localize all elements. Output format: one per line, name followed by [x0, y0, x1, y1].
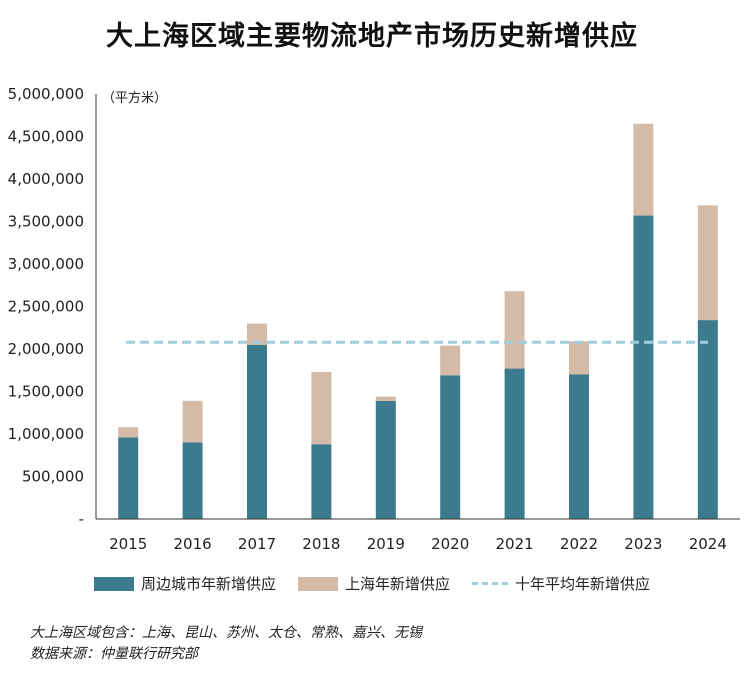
bar-regional — [118, 437, 139, 519]
bar-shanghai — [375, 396, 396, 401]
footnotes: 大上海区域包含：上海、昆山、苏州、太仓、常熟、嘉兴、无锡 数据来源：仲量联行研究… — [30, 623, 422, 665]
bar-regional — [504, 368, 525, 519]
bars — [118, 123, 718, 520]
bar-regional — [569, 374, 589, 519]
x-axis: 2015 2016 2017 2018 2019 2020 2021 2022 2023 2024 — [96, 518, 740, 553]
bar-shanghai — [633, 123, 654, 216]
bar-shanghai — [440, 345, 461, 376]
y-tick-label: 2,000,000 — [8, 340, 84, 358]
legend-swatch-regional — [93, 576, 134, 591]
bar-regional — [247, 344, 267, 519]
x-tick-label: 2016 — [174, 535, 212, 553]
legend-swatch-shanghai — [297, 576, 338, 591]
bar-shanghai — [697, 205, 718, 321]
legend-swatch-average — [472, 582, 508, 585]
y-tick-label: 4,500,000 — [8, 128, 84, 146]
y-tick-label: 1,000,000 — [8, 425, 84, 443]
bar-shanghai — [118, 427, 139, 438]
y-tick-label: 1,500,000 — [8, 383, 84, 401]
x-tick-label: 2023 — [624, 535, 662, 553]
legend-label-regional: 周边城市年新增供应 — [140, 575, 276, 593]
legend-item-shanghai: 上海年新增供应 — [297, 573, 450, 594]
x-tick-label: 2024 — [689, 535, 727, 553]
bar-shanghai — [569, 341, 589, 375]
bar-regional — [311, 444, 332, 519]
y-tick-label: 3,500,000 — [8, 213, 84, 231]
footnote-source: 数据来源：仲量联行研究部 — [30, 646, 198, 662]
chart-title: 大上海区域主要物流地产市场历史新增供应 — [106, 21, 638, 52]
legend-item-average: 十年平均年新增供应 — [472, 573, 650, 594]
legend-item-regional: 周边城市年新增供应 — [93, 573, 276, 594]
bar-regional — [633, 215, 654, 520]
x-tick-label: 2019 — [367, 535, 405, 553]
x-tick-label: 2022 — [560, 535, 598, 553]
y-tick-label: 4,000,000 — [8, 170, 84, 188]
bar-shanghai — [504, 291, 525, 369]
x-tick-label: 2017 — [238, 535, 276, 553]
bar-shanghai — [247, 323, 267, 345]
x-tick-label: 2021 — [496, 535, 534, 553]
y-tick-label: 500,000 — [22, 468, 84, 486]
x-tick-label: 2020 — [431, 535, 469, 553]
bar-regional — [182, 442, 203, 519]
y-unit-label: （平方米） — [102, 90, 167, 106]
y-axis: - 500,000 1,000,000 1,500,000 2,000,000 2,500… — [8, 85, 167, 528]
bar-shanghai — [311, 371, 332, 445]
legend-label-average: 十年平均年新增供应 — [515, 575, 651, 593]
bar-regional — [440, 375, 461, 519]
bar-shanghai — [182, 400, 203, 443]
legend-label-shanghai: 上海年新增供应 — [344, 575, 450, 593]
y-tick-label: 2,500,000 — [8, 298, 84, 316]
bar-regional — [375, 400, 396, 519]
footnote-region: 大上海区域包含：上海、昆山、苏州、太仓、常熟、嘉兴、无锡 — [30, 625, 422, 641]
y-tick-label: - — [79, 510, 84, 528]
y-tick-label: 3,000,000 — [8, 255, 84, 273]
stacked-bar-chart: - 500,000 1,000,000 1,500,000 2,000,000 2,500… — [8, 85, 740, 553]
bar-regional — [697, 320, 718, 519]
y-tick-label: 5,000,000 — [8, 85, 84, 103]
legend: 周边城市年新增供应 上海年新增供应 十年平均年新增供应 — [0, 573, 744, 594]
x-tick-label: 2018 — [302, 535, 340, 553]
x-tick-label: 2015 — [109, 535, 147, 553]
